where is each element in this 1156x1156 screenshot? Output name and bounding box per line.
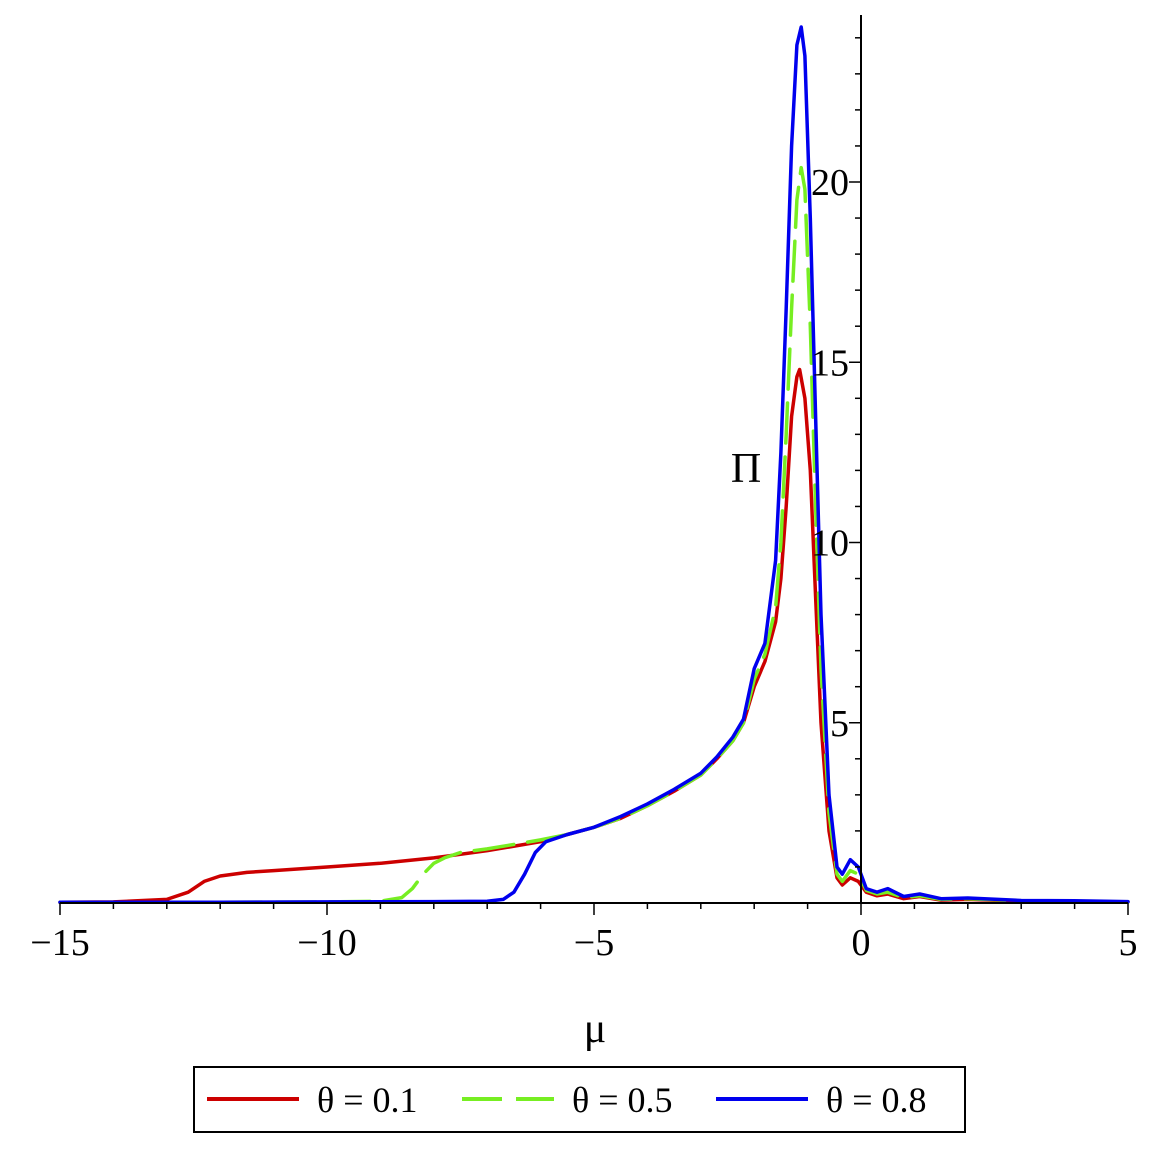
y-axis-title: Π (731, 446, 761, 492)
series-line-2 (58, 165, 1130, 905)
x-tick-label: −15 (30, 922, 89, 964)
y-tick-label: 5 (830, 703, 849, 745)
x-tick-label: 5 (1119, 922, 1138, 964)
x-tick-label: 0 (852, 922, 871, 964)
legend-box (193, 1066, 966, 1133)
y-tick-label: 20 (811, 162, 849, 204)
x-tick-label: −5 (574, 922, 614, 964)
legend-label: θ = 0.5 (572, 1080, 673, 1120)
y-tick-label: 10 (811, 523, 849, 565)
legend-label: θ = 0.8 (826, 1080, 927, 1120)
x-axis-title: μ (584, 1006, 607, 1052)
x-tick-label: −10 (297, 922, 356, 964)
series-line-1 (58, 367, 1130, 905)
y-tick-label: 15 (811, 342, 849, 384)
series-line-3 (58, 25, 1130, 905)
legend-label: θ = 0.1 (317, 1080, 418, 1120)
ticks: −15 −10 −5 0 5 5 10 15 20 (30, 37, 1138, 964)
legend: θ = 0.1 θ = 0.5 θ = 0.8 (193, 1066, 966, 1133)
series-layer (58, 25, 1130, 905)
axes (60, 15, 1128, 904)
